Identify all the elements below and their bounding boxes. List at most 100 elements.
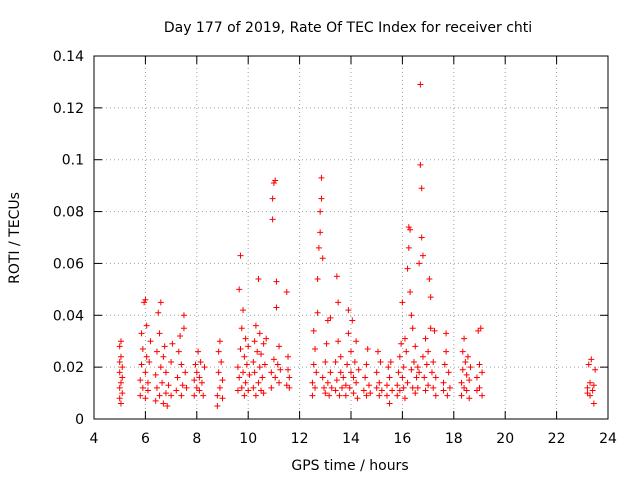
data-point (254, 348, 261, 355)
data-point (405, 224, 412, 231)
chart-title: Day 177 of 2019, Rate Of TEC Index for r… (164, 20, 532, 36)
data-point (258, 387, 265, 394)
data-point (409, 325, 416, 332)
data-point (192, 361, 199, 368)
data-point (346, 384, 353, 391)
data-point (332, 387, 339, 394)
data-point (237, 345, 244, 352)
data-point (332, 358, 339, 365)
data-point (116, 343, 123, 350)
data-point (386, 374, 393, 381)
data-point (191, 377, 198, 384)
data-point (336, 392, 343, 399)
data-point (270, 356, 277, 363)
x-tick-label: 20 (496, 431, 514, 447)
data-point (464, 353, 471, 360)
data-point (476, 384, 483, 391)
data-point (326, 392, 333, 399)
data-point (117, 379, 124, 386)
data-point (396, 387, 403, 394)
data-point (327, 369, 334, 376)
data-point (417, 81, 424, 88)
data-point (142, 395, 149, 402)
data-point (153, 384, 160, 391)
data-point (323, 340, 330, 347)
data-point (165, 382, 172, 389)
data-point (590, 400, 597, 407)
x-tick-label: 4 (90, 431, 99, 447)
data-point (159, 379, 166, 386)
data-point (466, 395, 473, 402)
data-point (179, 382, 186, 389)
data-point (459, 366, 466, 373)
data-point (373, 369, 380, 376)
data-point (180, 312, 187, 319)
data-point (258, 351, 265, 358)
data-point (430, 358, 437, 365)
data-point (466, 377, 473, 384)
data-point (169, 340, 176, 347)
data-point (425, 348, 432, 355)
data-point (394, 392, 401, 399)
data-point (183, 384, 190, 391)
data-point (260, 340, 267, 347)
data-point (168, 358, 175, 365)
data-point (144, 387, 151, 394)
data-point (283, 382, 290, 389)
data-point (177, 333, 184, 340)
data-point (240, 307, 247, 314)
data-point (383, 382, 390, 389)
data-point (440, 387, 447, 394)
data-point (335, 338, 342, 345)
data-point (348, 369, 354, 376)
data-point (216, 338, 223, 345)
data-point (353, 379, 360, 386)
data-point (234, 387, 241, 394)
data-point (156, 392, 163, 399)
data-point (432, 374, 439, 381)
data-point (161, 343, 168, 350)
data-point (155, 309, 162, 316)
y-tick-label: 0.14 (53, 49, 84, 65)
data-point (398, 340, 405, 347)
data-point (428, 369, 435, 376)
data-point (333, 377, 340, 384)
data-point (195, 348, 202, 355)
data-point (584, 390, 591, 397)
data-point (590, 382, 597, 389)
data-point (160, 400, 167, 407)
data-point (147, 338, 154, 345)
data-point (355, 366, 362, 373)
data-point (274, 361, 281, 368)
data-point (139, 384, 146, 391)
axis-ticks (93, 55, 609, 420)
data-point (587, 379, 594, 386)
data-point (272, 177, 279, 184)
y-tick-label: 0.02 (53, 360, 84, 376)
data-point (405, 244, 412, 251)
data-point (215, 369, 222, 376)
data-point (162, 369, 169, 376)
data-point (252, 322, 259, 329)
data-point (400, 384, 407, 391)
data-point (310, 327, 317, 334)
data-point (404, 265, 411, 272)
data-point (441, 361, 448, 368)
data-point (389, 387, 396, 394)
data-point (425, 382, 432, 389)
data-point (116, 384, 123, 391)
data-point (245, 387, 252, 394)
data-point (245, 343, 252, 350)
data-point (337, 369, 344, 376)
data-point (426, 275, 433, 282)
data-point (322, 358, 329, 365)
data-point (339, 384, 346, 391)
data-point (417, 161, 424, 168)
data-point (345, 307, 352, 314)
data-point (399, 299, 406, 306)
y-axis-title: ROTI / TECUs (7, 192, 23, 284)
data-point (216, 384, 223, 391)
data-point (117, 400, 124, 407)
data-point (314, 275, 321, 282)
data-point (319, 374, 326, 381)
